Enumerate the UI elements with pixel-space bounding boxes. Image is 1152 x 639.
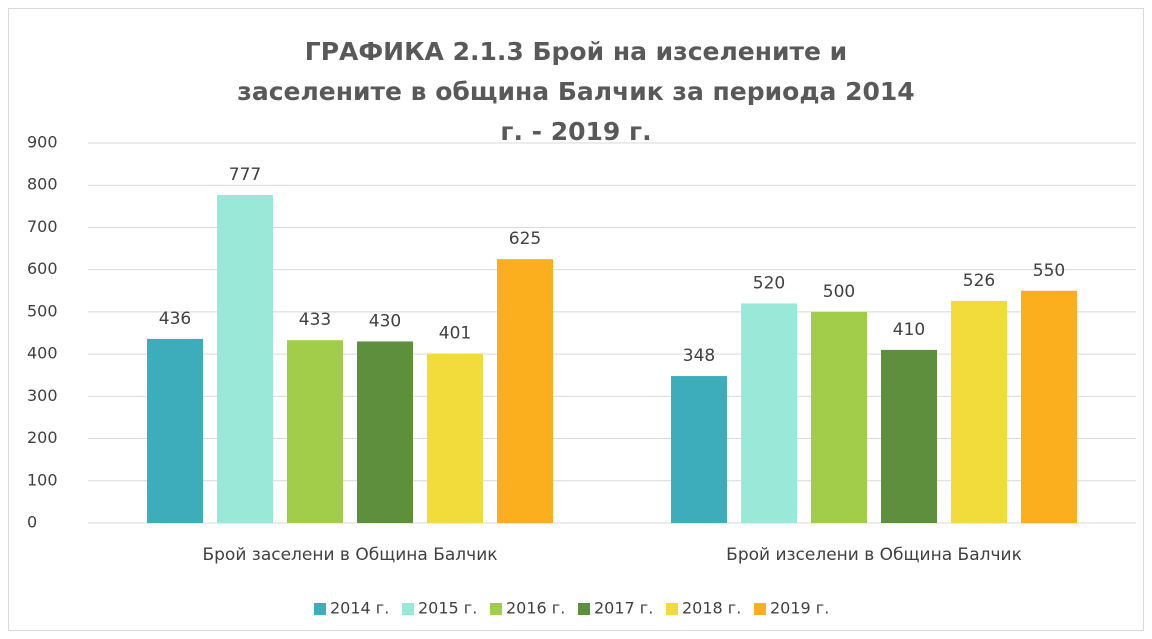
bar — [811, 311, 867, 523]
legend-swatch — [314, 603, 326, 615]
x-tick-label: Брой заселени в Община Балчик — [202, 545, 497, 565]
bar — [287, 340, 343, 523]
legend-label: 2017 г. — [594, 599, 653, 618]
legend-swatch — [754, 603, 766, 615]
data-label: 410 — [893, 320, 925, 340]
bar — [741, 303, 797, 523]
data-label: 401 — [439, 324, 471, 344]
data-label: 625 — [509, 229, 541, 249]
legend-label: 2014 г. — [330, 599, 389, 618]
y-tick-label: 200 — [27, 428, 58, 447]
bar — [147, 338, 203, 523]
legend-swatch — [578, 603, 590, 615]
data-label: 436 — [159, 309, 191, 329]
y-tick-label: 100 — [27, 470, 58, 489]
legend-label: 2019 г. — [770, 599, 829, 618]
bar — [951, 300, 1007, 523]
y-tick-label: 600 — [27, 259, 58, 278]
data-label: 550 — [1033, 261, 1065, 281]
bar — [1021, 290, 1077, 523]
bar — [217, 194, 273, 523]
legend-swatch — [402, 603, 414, 615]
data-label: 348 — [683, 346, 715, 366]
bar — [357, 341, 413, 523]
data-label: 430 — [369, 311, 401, 331]
legend-swatch — [666, 603, 678, 615]
data-label: 433 — [299, 310, 331, 330]
data-label: 777 — [229, 165, 261, 185]
legend-label: 2015 г. — [418, 599, 477, 618]
data-label: 520 — [753, 273, 785, 293]
y-tick-label: 0 — [27, 513, 37, 532]
bar — [427, 353, 483, 523]
data-label: 526 — [963, 271, 995, 291]
bar — [671, 376, 727, 523]
y-tick-label: 800 — [27, 175, 58, 194]
legend-swatch — [490, 603, 502, 615]
data-label: 500 — [823, 282, 855, 302]
x-tick-label: Брой изселени в Община Балчик — [726, 545, 1022, 565]
bar — [881, 349, 937, 523]
chart-title: ГРАФИКА 2.1.3 Брой на изселените и засел… — [237, 37, 915, 146]
y-tick-label: 700 — [27, 217, 58, 236]
y-tick-label: 300 — [27, 386, 58, 405]
legend-label: 2018 г. — [682, 599, 741, 618]
y-tick-label: 400 — [27, 344, 58, 363]
legend-label: 2016 г. — [506, 599, 565, 618]
y-tick-label: 500 — [27, 301, 58, 320]
y-tick-label: 900 — [27, 133, 58, 152]
bar — [497, 259, 553, 523]
